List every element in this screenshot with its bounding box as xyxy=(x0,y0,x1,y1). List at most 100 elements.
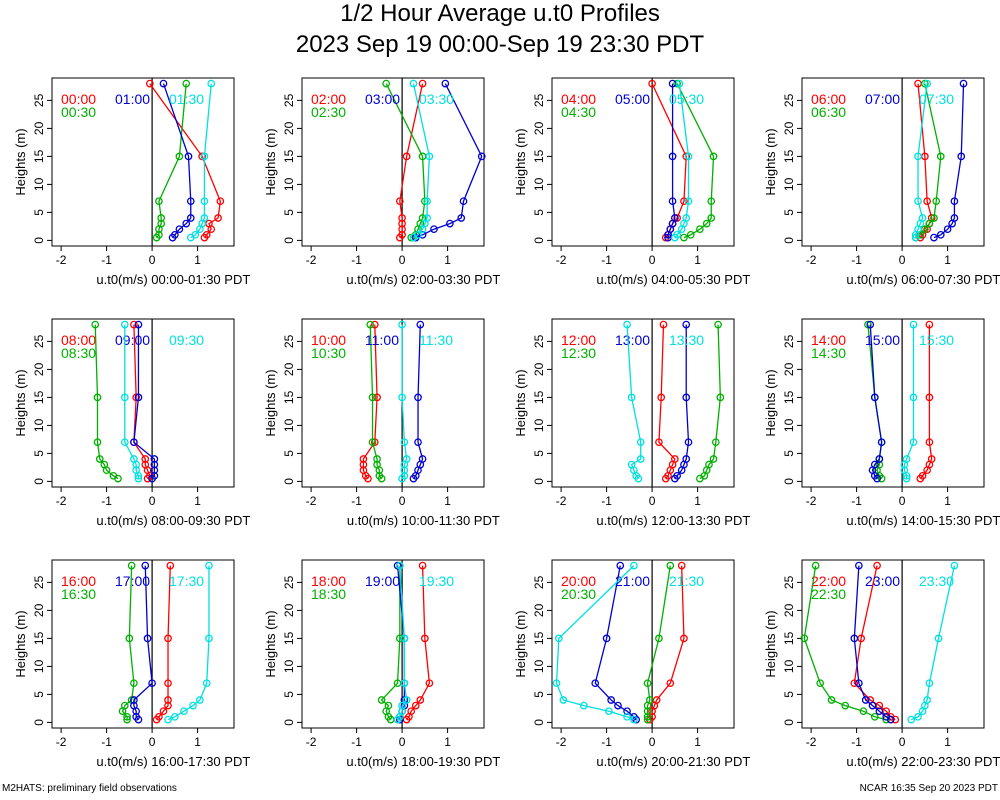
data-point xyxy=(682,455,691,463)
legend-label: 12:00 xyxy=(561,332,596,348)
plot-frame xyxy=(801,318,985,488)
y-tick-label: 15 xyxy=(32,149,46,163)
data-point xyxy=(418,561,427,570)
data-point xyxy=(155,712,163,721)
plot-frame xyxy=(51,559,235,729)
y-tick-label: 20 xyxy=(532,121,546,135)
data-point xyxy=(855,561,863,570)
data-point xyxy=(614,701,622,710)
series-08:00 xyxy=(130,320,154,483)
series-02:00 xyxy=(395,79,427,242)
legend-label: 15:00 xyxy=(865,332,900,348)
data-point xyxy=(673,471,681,480)
y-tick-label: 5 xyxy=(282,691,296,698)
legend-label: 17:00 xyxy=(115,573,150,589)
data-point xyxy=(864,320,872,329)
data-point xyxy=(657,393,666,402)
x-axis-label: u.t0(m/s) 08:00-09:30 PDT xyxy=(96,513,250,528)
data-point xyxy=(709,152,718,161)
data-point xyxy=(705,460,713,469)
data-point xyxy=(680,634,688,643)
data-point xyxy=(402,152,411,161)
data-point xyxy=(359,466,368,475)
data-point xyxy=(141,455,150,463)
data-point xyxy=(414,230,422,239)
x-tick-label: 1 xyxy=(444,494,451,508)
plot-frame xyxy=(301,77,485,247)
legend-label: 10:00 xyxy=(311,332,346,348)
data-point xyxy=(91,320,100,329)
y-axis-label: Heights (m) xyxy=(763,610,778,677)
footer-left: M2HATS: preliminary field observations xyxy=(2,783,177,794)
data-point xyxy=(682,393,691,402)
data-point xyxy=(414,438,422,447)
y-tick-label: 5 xyxy=(532,450,546,457)
y-axis-label: Heights (m) xyxy=(13,128,28,195)
data-point xyxy=(554,634,563,643)
y-tick-label: 25 xyxy=(782,93,796,107)
data-point xyxy=(150,455,159,463)
series-15:00 xyxy=(866,320,886,483)
data-point xyxy=(659,320,668,329)
data-point xyxy=(909,320,918,329)
legend-label: 18:30 xyxy=(311,586,346,602)
legend-label: 00:00 xyxy=(61,91,96,107)
legend-label: 05:30 xyxy=(669,91,704,107)
y-tick-label: 15 xyxy=(532,149,546,163)
data-point xyxy=(607,696,616,704)
data-point xyxy=(166,561,175,570)
data-point xyxy=(93,393,102,402)
data-point xyxy=(882,712,891,721)
data-point xyxy=(132,393,141,402)
y-tick-label: 10 xyxy=(532,177,546,191)
y-tick-label: 5 xyxy=(782,691,796,698)
legend-label: 08:00 xyxy=(61,332,96,348)
data-point xyxy=(841,701,850,710)
data-point xyxy=(373,460,381,469)
x-tick-label: 0 xyxy=(399,494,406,508)
data-point xyxy=(936,230,945,239)
series-18:00 xyxy=(402,561,434,724)
data-point xyxy=(130,701,138,710)
y-tick-label: 25 xyxy=(532,575,546,589)
data-point xyxy=(398,701,406,710)
data-point xyxy=(668,197,677,206)
data-point xyxy=(591,679,600,688)
x-tick-label: 1 xyxy=(194,494,201,508)
x-axis-label: u.t0(m/s) 16:00-17:30 PDT xyxy=(96,754,250,769)
x-axis-label: u.t0(m/s) 06:00-07:30 PDT xyxy=(846,272,1000,287)
data-point xyxy=(655,438,663,447)
data-point xyxy=(923,79,931,88)
data-point xyxy=(655,634,663,643)
legend-label: 11:30 xyxy=(419,332,453,348)
data-point xyxy=(682,214,691,222)
data-point xyxy=(909,393,918,402)
data-point xyxy=(800,634,809,643)
data-point xyxy=(950,214,959,222)
data-point xyxy=(189,701,197,710)
y-tick-label: 0 xyxy=(782,478,796,485)
data-point xyxy=(171,712,179,721)
legend-label: 17:30 xyxy=(169,573,204,589)
data-point xyxy=(682,152,691,161)
x-axis-label: u.t0(m/s) 00:00-01:30 PDT xyxy=(96,272,250,287)
y-tick-label: 20 xyxy=(282,603,296,617)
x-tick-label: -1 xyxy=(351,735,362,749)
series-00:30 xyxy=(152,79,191,242)
data-point xyxy=(909,438,918,447)
data-point xyxy=(123,712,131,721)
data-point xyxy=(425,152,434,161)
y-tick-label: 20 xyxy=(32,121,46,135)
data-point xyxy=(623,320,631,329)
data-point xyxy=(918,471,927,480)
y-tick-label: 20 xyxy=(282,121,296,135)
data-point xyxy=(198,152,206,161)
data-point xyxy=(930,214,938,222)
series-line xyxy=(853,565,892,721)
data-point xyxy=(850,634,859,643)
data-point xyxy=(902,474,911,483)
data-point xyxy=(416,696,425,704)
